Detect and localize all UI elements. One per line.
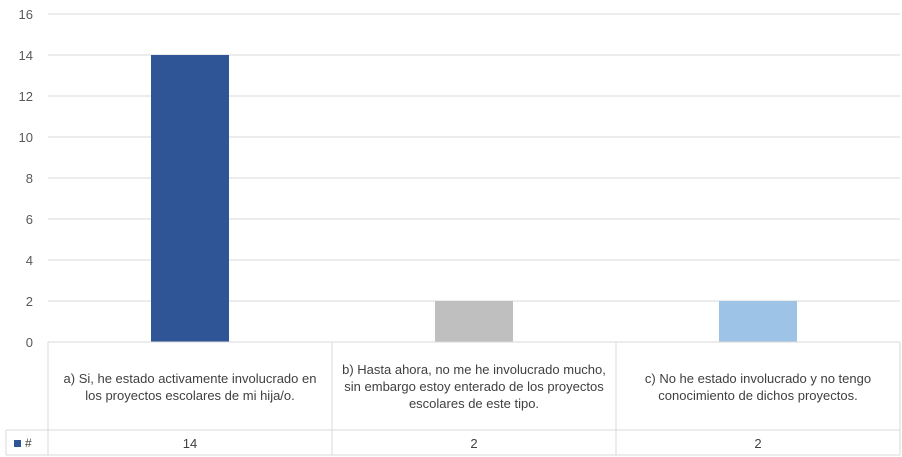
category-label-a: a) Si, he estado activamente involucrado… [63,370,317,403]
legend-series-name: # [25,436,32,450]
data-table-lines [5,341,901,456]
y-axis-ticks: 0 2 4 6 8 10 12 14 16 [19,7,33,350]
y-tick-label: 0 [26,335,33,350]
category-label-c: c) No he estado involucrado y no tengo c… [644,370,872,403]
bar [435,301,513,342]
y-tick-label: 2 [26,294,33,309]
y-tick-label: 14 [19,48,33,63]
y-tick-label: 8 [26,171,33,186]
table-value-a: 14 [182,435,198,451]
category-label-b: b) Hasta ahora, no me he involucrado muc… [342,362,606,411]
y-tick-label: 6 [26,212,33,227]
table-value-b: 2 [470,435,478,451]
bars [151,55,797,342]
legend-swatch [14,439,21,447]
bar [719,301,797,342]
table-value-c: 2 [754,435,762,451]
y-tick-label: 10 [19,130,33,145]
y-tick-label: 4 [26,253,33,268]
bar [151,55,229,342]
y-tick-label: 16 [19,7,33,22]
legend-key: # [14,431,32,455]
y-tick-label: 12 [19,89,33,104]
